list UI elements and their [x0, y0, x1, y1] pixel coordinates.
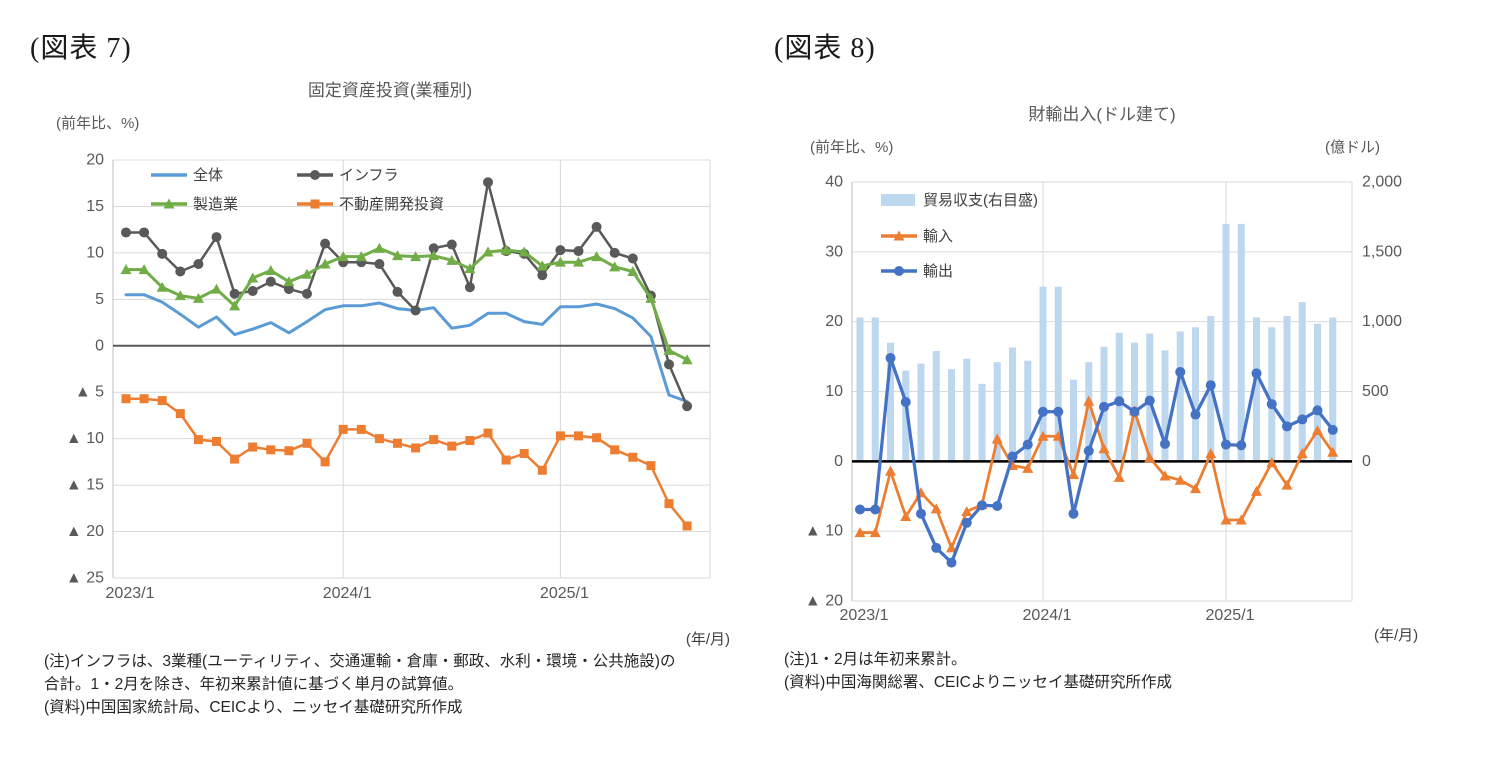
figure7-note-line3: (資料)中国国家統計局、CEICより、ニッセイ基礎研究所作成: [44, 699, 463, 716]
legend-label-manufacturing: 製造業: [193, 196, 239, 213]
bar-swatch-icon: [880, 192, 918, 208]
legend-label-total: 全体: [193, 167, 224, 184]
svg-text:0: 0: [1362, 453, 1371, 470]
svg-text:▲ 15: ▲ 15: [66, 477, 104, 494]
svg-text:5: 5: [95, 291, 104, 308]
legend-label-trade-balance: 貿易収支(右目盛): [923, 192, 1038, 209]
svg-text:2025/1: 2025/1: [540, 585, 589, 602]
line-circle-swatch-icon: [296, 167, 334, 183]
line-triangle-swatch-icon: [880, 228, 918, 244]
svg-text:2023/1: 2023/1: [840, 607, 889, 624]
svg-text:20: 20: [825, 313, 843, 330]
svg-text:1,500: 1,500: [1362, 243, 1402, 260]
svg-text:0: 0: [834, 453, 843, 470]
line-square-swatch-icon: [296, 196, 334, 212]
figure7-note-line1: (注)インフラは、3業種(ユーティリティ、交通運輸・倉庫・郵政、水利・環境・公共…: [44, 653, 676, 670]
svg-text:▲ 20: ▲ 20: [66, 523, 104, 540]
figure8-notes: (注)1・2月は年初来累計。 (資料)中国海関総署、CEICよりニッセイ基礎研究…: [784, 648, 1172, 694]
legend-item-total: 全体: [150, 164, 223, 185]
figure8-label: (図表 8): [774, 33, 876, 64]
figure7-note-line2: 合計。1・2月を除き、年初来累計値に基づく単月の試算値。: [44, 676, 464, 693]
legend-label-exports: 輸出: [923, 263, 954, 280]
svg-text:20: 20: [86, 152, 104, 169]
legend-label-real-estate: 不動産開発投資: [339, 196, 445, 213]
legend-item-infrastructure: インフラ: [296, 164, 399, 185]
svg-text:▲ 10: ▲ 10: [66, 430, 104, 447]
svg-text:15: 15: [86, 198, 104, 215]
svg-text:10: 10: [86, 244, 104, 261]
svg-text:30: 30: [825, 243, 843, 260]
svg-text:▲ 10: ▲ 10: [805, 523, 843, 540]
svg-text:▲ 25: ▲ 25: [66, 570, 104, 587]
legend-item-imports: 輸入: [880, 225, 953, 246]
line-triangle-swatch-icon: [150, 196, 188, 212]
svg-text:▲ 20: ▲ 20: [805, 593, 843, 610]
svg-text:2025/1: 2025/1: [1206, 607, 1255, 624]
legend-item-exports: 輸出: [880, 260, 953, 281]
figure8-x-unit-label: (年/月): [1374, 627, 1419, 644]
legend-item-trade-balance: 貿易収支(右目盛): [880, 189, 1038, 210]
figure8-note-line1: (注)1・2月は年初来累計。: [784, 651, 967, 668]
svg-text:10: 10: [825, 383, 843, 400]
line-circle-swatch-icon: [880, 263, 918, 279]
figure8-chart-title: 財輸出入(ドル建て): [1028, 105, 1176, 124]
legend-item-real-estate: 不動産開発投資: [296, 193, 444, 214]
svg-text:40: 40: [825, 174, 843, 191]
svg-text:0: 0: [95, 337, 104, 354]
figure7-x-unit-label: (年/月): [685, 631, 730, 648]
figure8-left-unit-label: (前年比、%): [810, 139, 894, 156]
figure8-note-line2: (資料)中国海関総署、CEICよりニッセイ基礎研究所作成: [784, 674, 1173, 691]
svg-text:2024/1: 2024/1: [1023, 607, 1072, 624]
svg-text:2,000: 2,000: [1362, 174, 1402, 191]
line-swatch-icon: [150, 167, 188, 183]
svg-text:1,000: 1,000: [1362, 313, 1402, 330]
svg-text:2023/1: 2023/1: [106, 585, 155, 602]
svg-text:2024/1: 2024/1: [323, 585, 372, 602]
figure7-label: (図表 7): [30, 33, 132, 64]
legend-label-imports: 輸入: [923, 228, 954, 245]
figure7-notes: (注)インフラは、3業種(ユーティリティ、交通運輸・倉庫・郵政、水利・環境・公共…: [44, 650, 675, 719]
figure7-y-unit-label: (前年比、%): [56, 115, 140, 132]
figure8-right-unit-label: (億ドル): [1325, 139, 1380, 156]
legend-label-infrastructure: インフラ: [339, 167, 399, 184]
svg-text:▲ 5: ▲ 5: [75, 384, 104, 401]
svg-text:500: 500: [1362, 383, 1389, 400]
legend-item-manufacturing: 製造業: [150, 193, 238, 214]
figure7-chart-title: 固定資産投資(業種別): [307, 81, 473, 100]
